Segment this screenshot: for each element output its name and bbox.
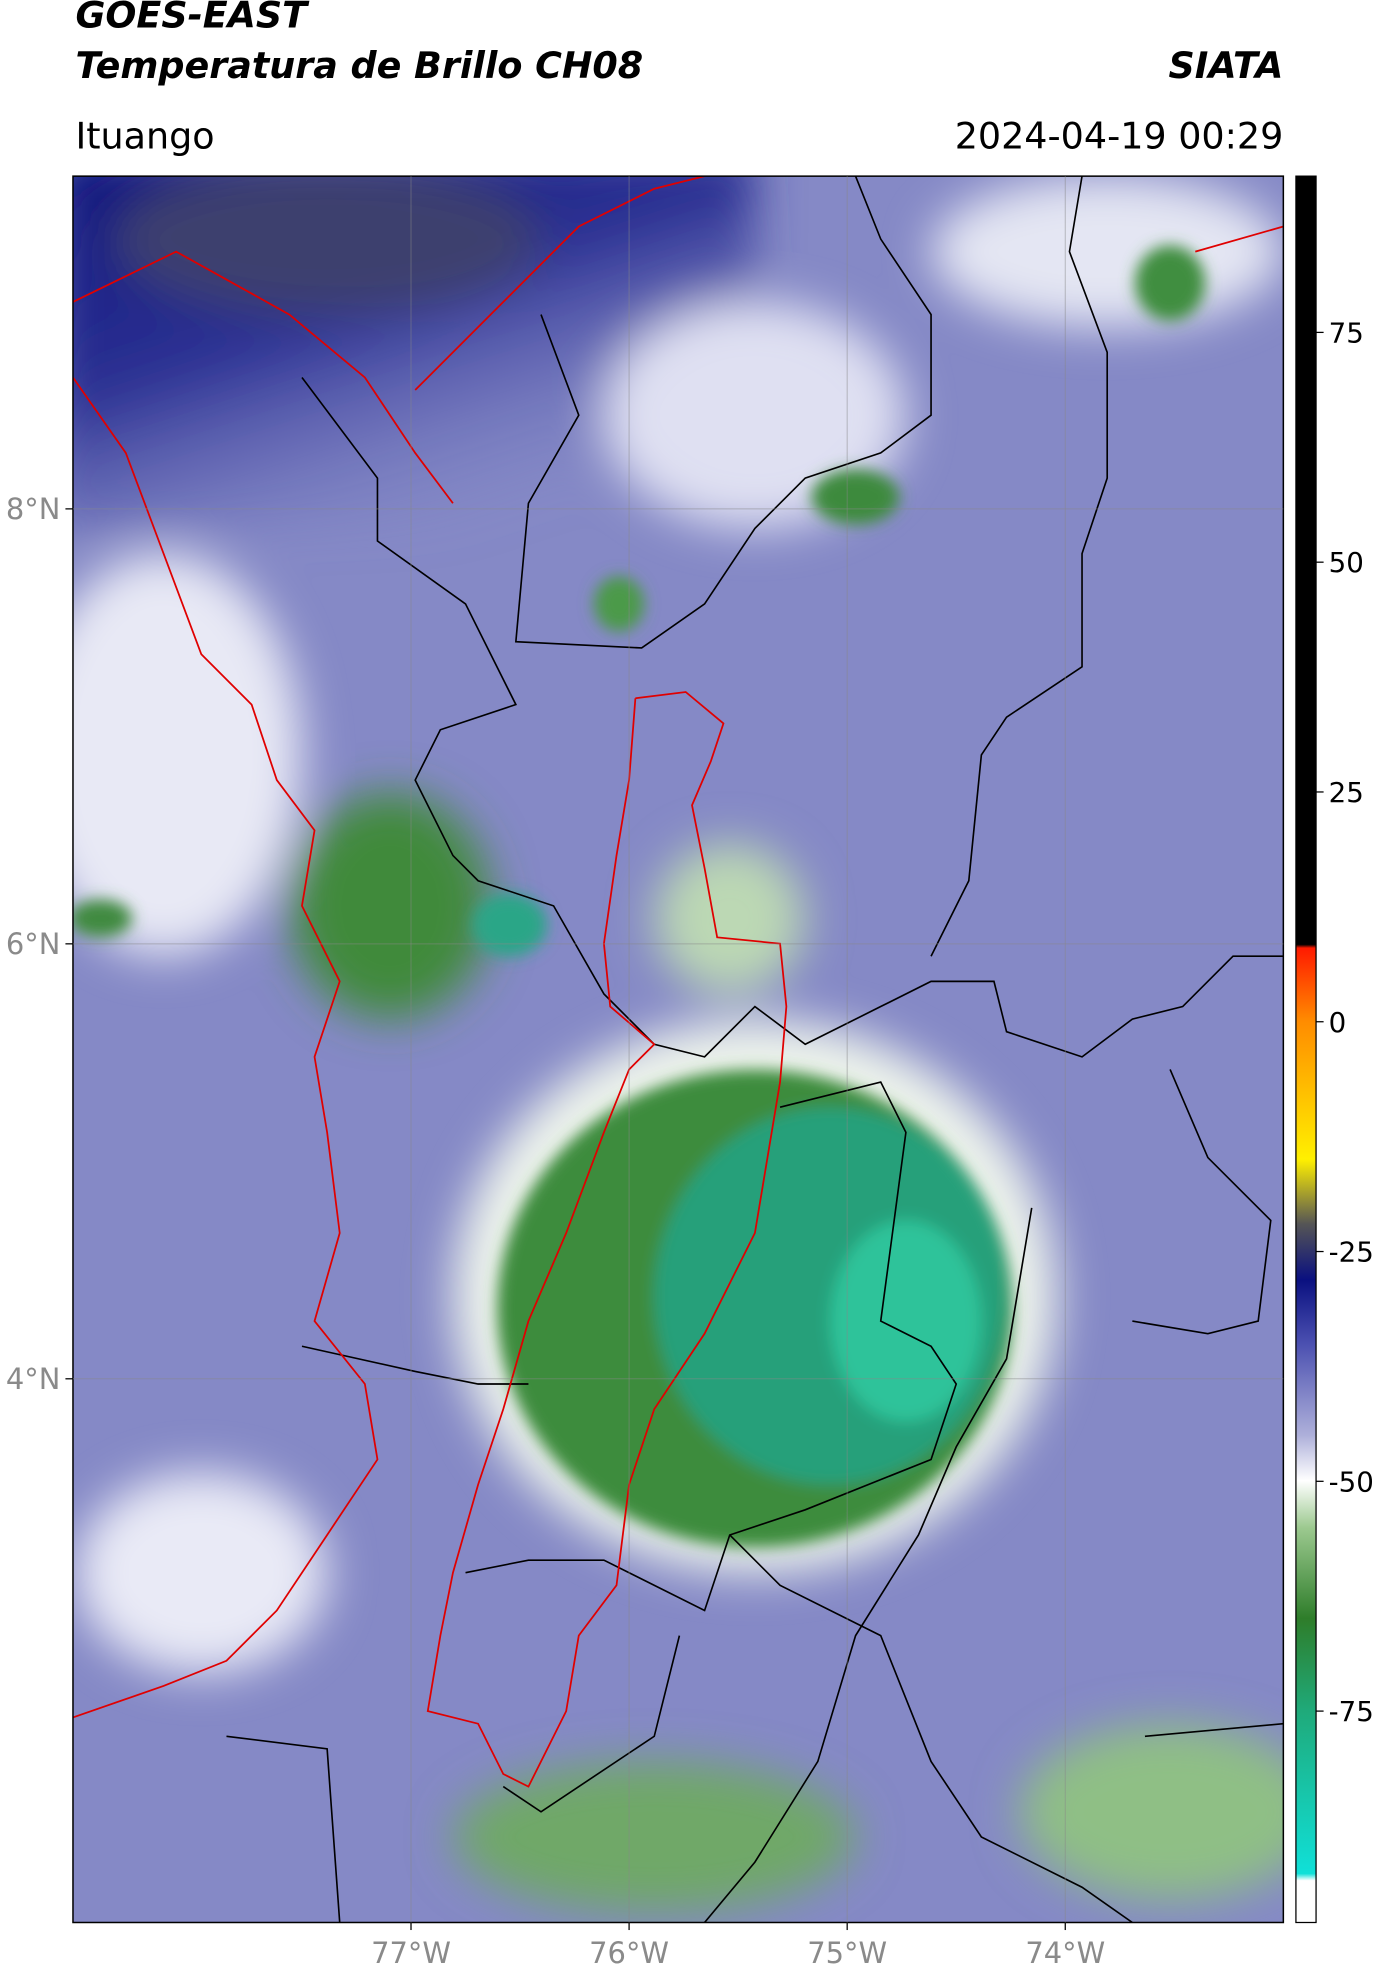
x-tick-label: 74°W xyxy=(1025,1936,1105,1970)
satellite: GOES-EAST xyxy=(75,0,310,37)
x-tick-label: 75°W xyxy=(807,1936,887,1970)
colorbar-tick-label: -50 xyxy=(1329,1465,1374,1498)
y-tick-label: 8°N xyxy=(6,492,61,526)
colorbar-tick-label: 50 xyxy=(1329,546,1364,579)
colorbar-tick-label: -75 xyxy=(1329,1695,1374,1728)
region: Ituango xyxy=(75,114,214,157)
satellite-image xyxy=(72,176,1284,1923)
datetime: 2024-04-19 00:29 xyxy=(955,114,1284,157)
map-frame xyxy=(72,175,1285,1924)
agency: SIATA xyxy=(1168,44,1283,87)
x-tick-label: 76°W xyxy=(589,1936,669,1970)
colorbar-tick-label: 75 xyxy=(1329,316,1364,349)
y-tick-label: 4°N xyxy=(6,1362,61,1396)
colorbar-tick-label: -25 xyxy=(1329,1236,1374,1269)
product: Temperatura de Brillo CH08 xyxy=(75,44,643,87)
colorbar-tick-label: 0 xyxy=(1329,1006,1347,1039)
x-tick-label: 77°W xyxy=(371,1936,451,1970)
colorbar xyxy=(1295,175,1317,1924)
y-tick-label: 6°N xyxy=(6,927,61,961)
colorbar-tick-label: 25 xyxy=(1329,776,1364,809)
